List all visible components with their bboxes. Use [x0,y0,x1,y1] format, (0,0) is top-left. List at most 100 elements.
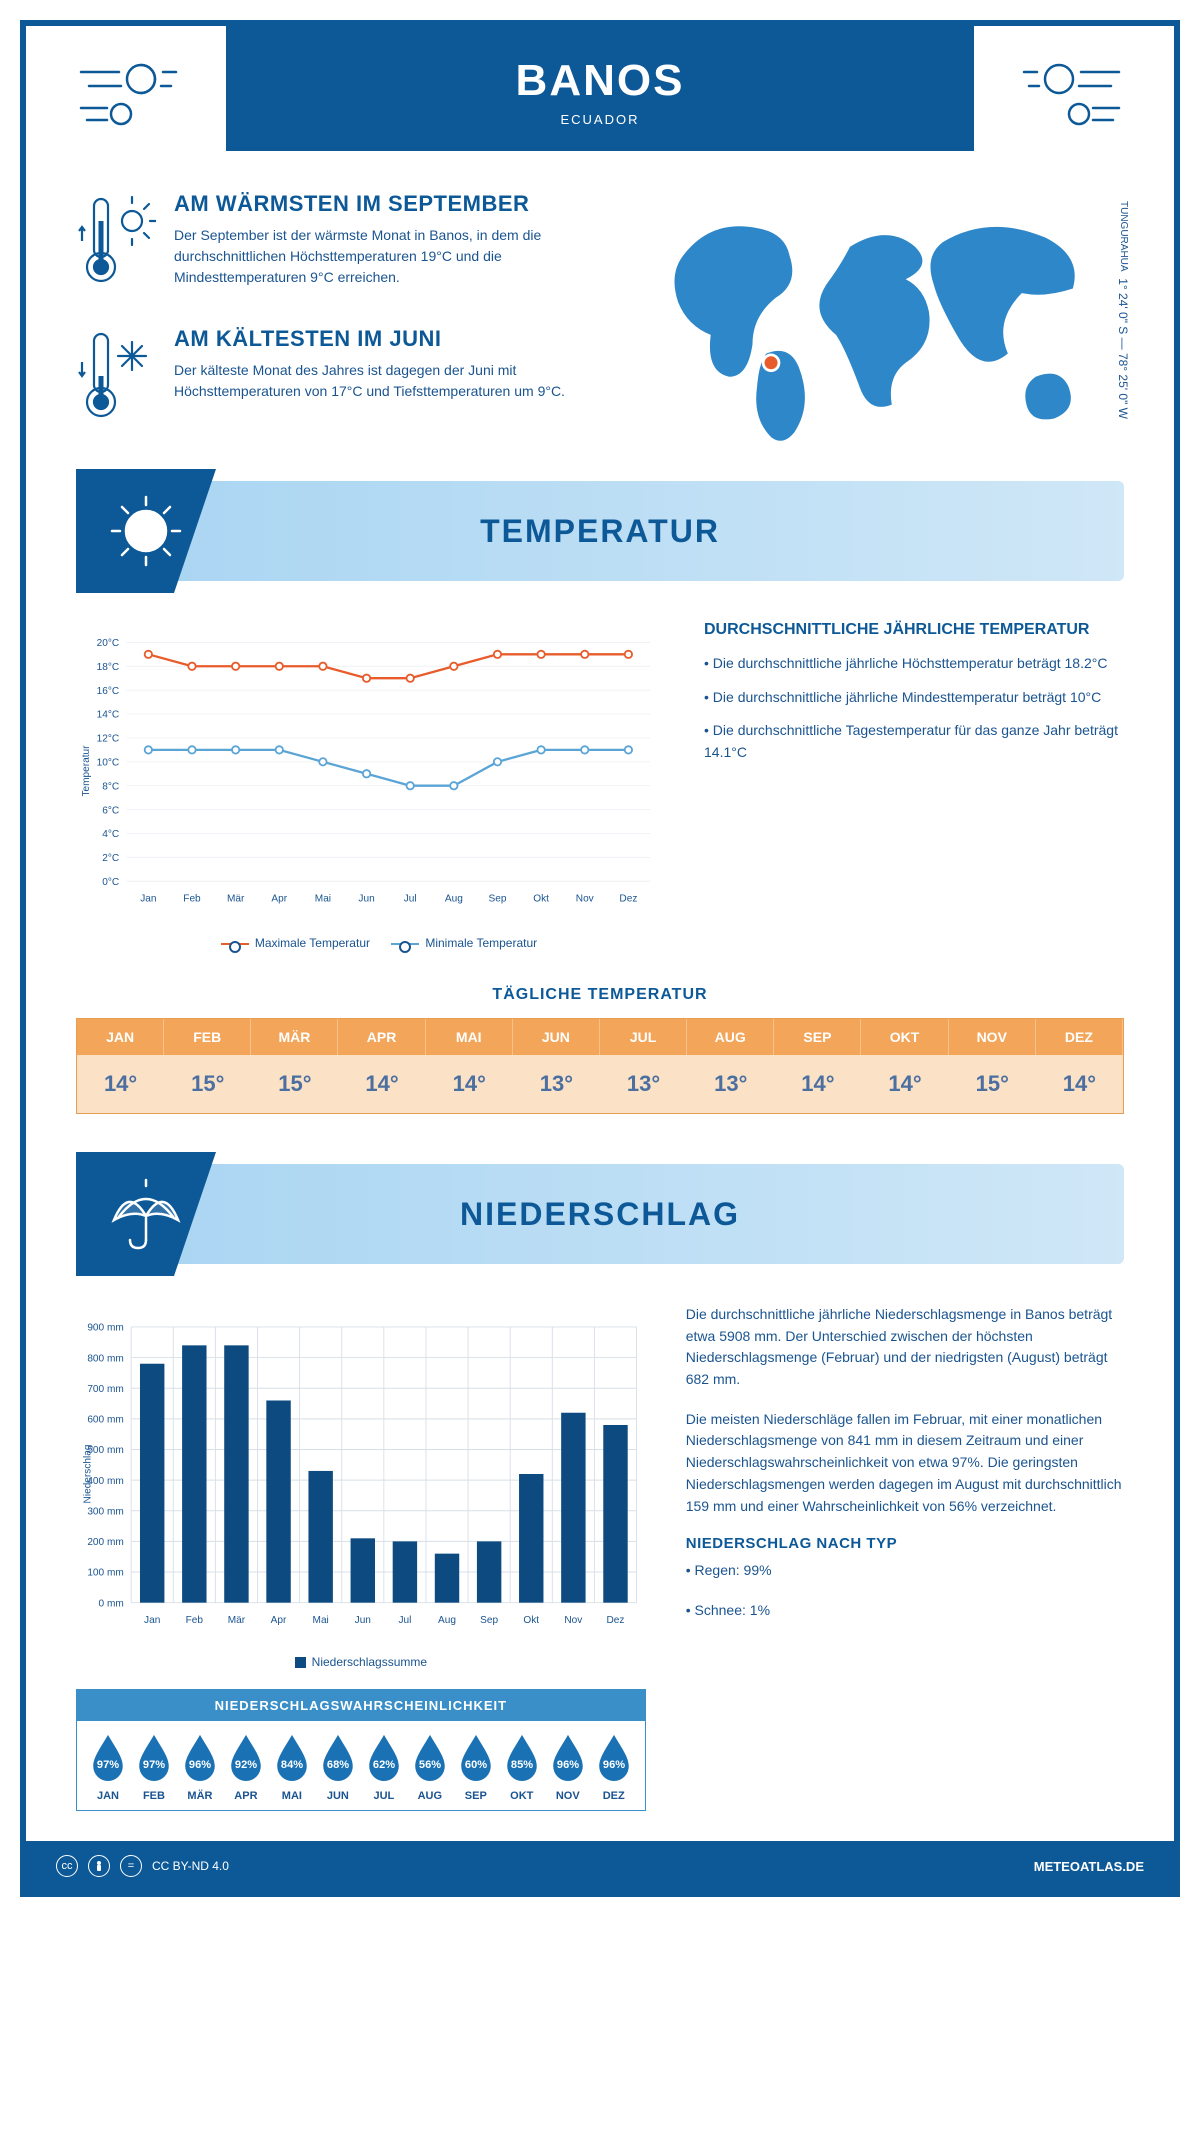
facts-column: AM WÄRMSTEN IM SEPTEMBER Der September i… [76,191,592,461]
header-title-block: BANOS ECUADOR [226,26,974,151]
probability-cell: 85% OKT [499,1733,545,1802]
daily-month-header: SEP [774,1019,861,1055]
svg-text:Jul: Jul [404,893,417,904]
svg-text:0°C: 0°C [102,877,119,888]
svg-text:14°C: 14°C [97,710,120,721]
coordinates-label: TUNGURAHUA 1° 24' 0" S — 78° 25' 0" W [1116,201,1130,419]
svg-text:700 mm: 700 mm [87,1384,123,1395]
precip-legend: Niederschlagssumme [76,1655,646,1669]
precipitation-info: Die durchschnittliche jährliche Niedersc… [686,1304,1124,1811]
daily-temp-value: 15° [949,1055,1036,1113]
warmest-fact: AM WÄRMSTEN IM SEPTEMBER Der September i… [76,191,592,296]
precipitation-section-header: NIEDERSCHLAG [76,1164,1124,1264]
raindrop-icon: 96% [181,1733,219,1781]
daily-temp-value: 14° [338,1055,425,1113]
svg-text:Feb: Feb [186,1615,204,1626]
svg-text:Jun: Jun [358,893,374,904]
temp-info-3: • Die durchschnittliche Tagestemperatur … [704,720,1124,763]
temp-info-1: • Die durchschnittliche jährliche Höchst… [704,653,1124,675]
svg-text:85%: 85% [511,1759,533,1771]
svg-text:Sep: Sep [480,1615,498,1626]
raindrop-icon: 97% [89,1733,127,1781]
svg-text:6°C: 6°C [102,805,119,816]
wind-icon-right [974,26,1174,151]
probability-grid: 97% JAN 97% FEB 96% MÄR 92% APR 84% MAI … [77,1721,645,1810]
svg-text:84%: 84% [281,1759,303,1771]
daily-month-header: FEB [164,1019,251,1055]
precip-type-title: NIEDERSCHLAG NACH TYP [686,1535,1124,1552]
warmest-body: Der September ist der wärmste Monat in B… [174,225,592,288]
raindrop-icon: 68% [319,1733,357,1781]
warmest-title: AM WÄRMSTEN IM SEPTEMBER [174,191,592,217]
header: BANOS ECUADOR [26,26,1174,151]
temperature-section-header: TEMPERATUR [76,481,1124,581]
svg-text:Jun: Jun [355,1615,371,1626]
thermometer-sun-icon [76,191,156,296]
svg-text:97%: 97% [97,1759,119,1771]
raindrop-icon: 96% [549,1733,587,1781]
svg-text:68%: 68% [327,1759,349,1771]
cc-icon: cc [56,1855,78,1877]
svg-text:60%: 60% [465,1759,487,1771]
country-subtitle: ECUADOR [226,112,974,127]
svg-text:8°C: 8°C [102,781,119,792]
daily-month-header: JUL [600,1019,687,1055]
coldest-body: Der kälteste Monat des Jahres ist dagege… [174,360,592,402]
probability-cell: 92% APR [223,1733,269,1802]
svg-text:18°C: 18°C [97,662,120,673]
probability-cell: 96% MÄR [177,1733,223,1802]
daily-temp-value: 14° [426,1055,513,1113]
probability-cell: 68% JUN [315,1733,361,1802]
probability-title: NIEDERSCHLAGSWAHRSCHEINLICHKEIT [77,1690,645,1721]
probability-cell: 96% DEZ [591,1733,637,1802]
daily-temp-value: 15° [251,1055,338,1113]
svg-text:Okt: Okt [533,893,549,904]
precip-type-1: • Regen: 99% [686,1560,1124,1582]
svg-text:12°C: 12°C [97,734,120,745]
daily-month-header: DEZ [1036,1019,1123,1055]
svg-text:Nov: Nov [564,1615,583,1626]
svg-text:4°C: 4°C [102,829,119,840]
svg-text:97%: 97% [143,1759,165,1771]
map-column: TUNGURAHUA 1° 24' 0" S — 78° 25' 0" W [632,191,1124,461]
svg-text:Jan: Jan [144,1615,160,1626]
svg-text:Temperatur: Temperatur [81,745,92,797]
svg-text:Mai: Mai [315,893,331,904]
wind-icon-left [26,26,226,151]
city-title: BANOS [226,56,974,106]
daily-month-header: NOV [949,1019,1036,1055]
svg-text:Apr: Apr [271,893,287,904]
svg-text:Mai: Mai [313,1615,329,1626]
daily-temp-value: 13° [600,1055,687,1113]
footer: cc = CC BY-ND 4.0 METEOATLAS.DE [26,1841,1174,1891]
svg-text:16°C: 16°C [97,686,120,697]
probability-cell: 97% FEB [131,1733,177,1802]
precip-para-1: Die durchschnittliche jährliche Niedersc… [686,1304,1124,1391]
by-icon [88,1855,110,1877]
daily-temp-table: JANFEBMÄRAPRMAIJUNJULAUGSEPOKTNOVDEZ14°1… [76,1018,1124,1114]
svg-text:Mär: Mär [227,893,245,904]
daily-month-header: OKT [861,1019,948,1055]
daily-temp-value: 14° [861,1055,948,1113]
svg-text:Nov: Nov [576,893,595,904]
raindrop-icon: 85% [503,1733,541,1781]
precipitation-title: NIEDERSCHLAG [460,1196,740,1233]
daily-temp-value: 13° [513,1055,600,1113]
probability-cell: 62% JUL [361,1733,407,1802]
raindrop-icon: 97% [135,1733,173,1781]
daily-temp-value: 13° [687,1055,774,1113]
svg-text:Feb: Feb [183,893,201,904]
svg-text:Mär: Mär [228,1615,246,1626]
probability-cell: 97% JAN [85,1733,131,1802]
svg-text:300 mm: 300 mm [87,1506,123,1517]
sun-icon [76,469,216,593]
svg-text:Jul: Jul [398,1615,411,1626]
coldest-title: AM KÄLTESTEN IM JUNI [174,326,592,352]
svg-text:Okt: Okt [523,1615,539,1626]
raindrop-icon: 62% [365,1733,403,1781]
temperature-line-chart: 0°C2°C4°C6°C8°C10°C12°C14°C16°C18°C20°CT… [76,621,664,950]
svg-text:Jan: Jan [140,893,156,904]
svg-text:62%: 62% [373,1759,395,1771]
raindrop-icon: 56% [411,1733,449,1781]
svg-text:Aug: Aug [438,1615,456,1626]
